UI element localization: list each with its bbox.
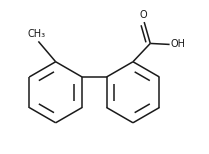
Text: OH: OH: [171, 39, 186, 49]
Text: CH₃: CH₃: [27, 29, 45, 39]
Text: O: O: [139, 10, 147, 20]
